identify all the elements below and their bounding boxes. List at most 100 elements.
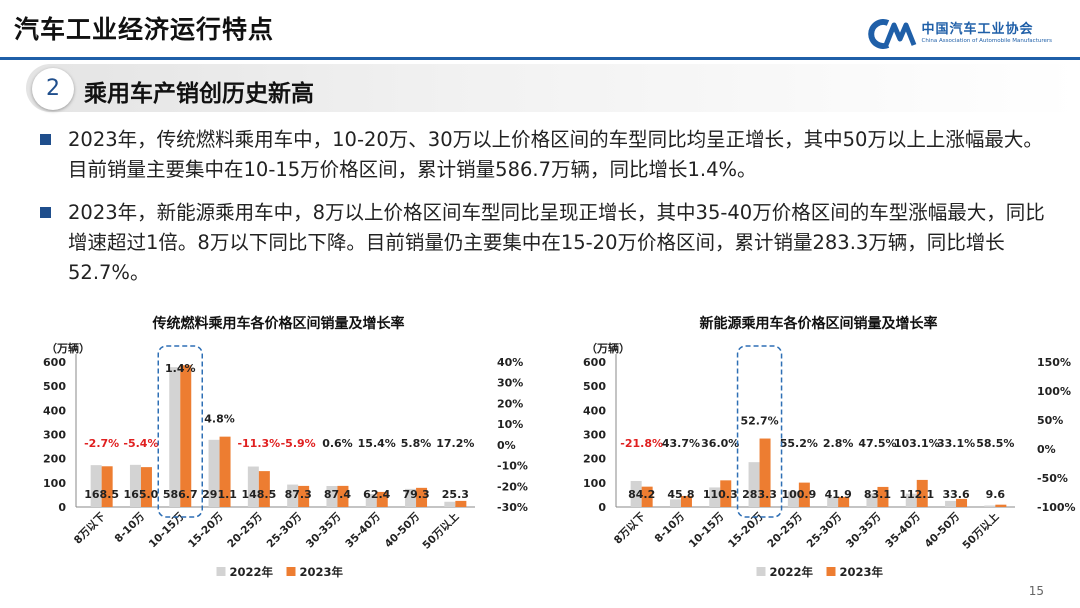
bar-2023 bbox=[101, 466, 113, 507]
bar-2022 bbox=[90, 465, 102, 507]
nev-price-chart-svg: 新能源乘用车各价格区间销量及增长率 （万辆）600 500 400 300 200 100 0… bbox=[583, 315, 1076, 579]
y2-tick-label: 20% bbox=[497, 397, 523, 410]
y-axis-unit: （万辆） bbox=[586, 341, 630, 355]
caam-logo-icon bbox=[867, 19, 916, 49]
legend-swatch-2022 bbox=[216, 567, 226, 576]
bar-2023 bbox=[298, 485, 310, 507]
growth-rate-label: -2.7% bbox=[84, 437, 119, 450]
y-tick-label: 600 bbox=[43, 356, 66, 369]
legend-label-2023: 2023年 bbox=[300, 565, 344, 579]
bar-2022 bbox=[787, 491, 799, 507]
y-tick-label: 500 bbox=[583, 380, 606, 393]
ice-price-chart: 传统燃料乘用车各价格区间销量及增长率 （万辆） 600 500 400 300 200 100… bbox=[20, 310, 540, 590]
bar-2023 bbox=[680, 495, 692, 507]
bar-2022 bbox=[984, 505, 996, 507]
x-tick-label: 8-10万 bbox=[653, 510, 688, 545]
value-label: 165.0 bbox=[124, 488, 159, 501]
bar-2023 bbox=[798, 482, 810, 507]
bullet-square-icon bbox=[40, 207, 51, 218]
nev-price-chart: 新能源乘用车各价格区间销量及增长率 （万辆） 600 500 400 300 200 100 0… bbox=[560, 310, 1080, 590]
x-tick-label: 8万以下 bbox=[72, 510, 108, 546]
value-label: 62.4 bbox=[363, 488, 390, 501]
y-tick-label: 400 bbox=[43, 404, 66, 417]
value-label: 25.3 bbox=[442, 488, 469, 501]
value-label: 168.5 bbox=[84, 488, 119, 501]
chart-title: 传统燃料乘用车各价格区间销量及增长率 bbox=[152, 315, 405, 332]
legend-label-2023: 2023年 bbox=[840, 565, 884, 579]
x-tick-label: 20-25万 bbox=[225, 510, 265, 550]
x-tick-label: 35-40万 bbox=[343, 510, 383, 550]
bar-2022 bbox=[748, 462, 760, 507]
bar-2022 bbox=[129, 464, 141, 507]
bullet-square-icon bbox=[40, 134, 51, 145]
x-tick-label: 50万以上 bbox=[960, 510, 1002, 552]
y-tick-label: 300 bbox=[43, 429, 66, 442]
y2-tick-label: 40% bbox=[497, 356, 523, 369]
growth-rate-label: 55.2% bbox=[780, 437, 818, 450]
bar-2023 bbox=[877, 486, 889, 507]
y2-tick-label: 30% bbox=[497, 377, 523, 390]
growth-rate-label: 17.2% bbox=[436, 437, 474, 450]
x-tick-label: 30-35万 bbox=[844, 510, 884, 550]
legend-swatch-2023 bbox=[826, 567, 836, 576]
legend-label-2022: 2022年 bbox=[230, 565, 274, 579]
x-tick-label: 40-50万 bbox=[923, 510, 963, 550]
header-bar: 汽车工业经济运行特点 中国汽车工业协会 China Association of… bbox=[0, 0, 1080, 56]
x-tick-label: 35-40万 bbox=[883, 510, 923, 550]
growth-rate-label: 36.0% bbox=[701, 437, 739, 450]
growth-rate-label: 33.1% bbox=[937, 437, 975, 450]
bar-2022 bbox=[630, 480, 642, 507]
y2-tick-label: 100% bbox=[1037, 385, 1071, 398]
x-tick-label: 8万以下 bbox=[612, 510, 648, 546]
growth-rate-label: -5.9% bbox=[281, 437, 316, 450]
y-tick-label: 0 bbox=[598, 501, 606, 514]
bar-2022 bbox=[326, 485, 338, 507]
bar-2023 bbox=[759, 438, 771, 507]
bar-2022 bbox=[169, 367, 181, 507]
bar-2022 bbox=[405, 488, 417, 507]
y-tick-label: 300 bbox=[583, 429, 606, 442]
value-label: 110.3 bbox=[703, 488, 738, 501]
value-label: 87.3 bbox=[285, 488, 312, 501]
logo-name-cn: 中国汽车工业协会 bbox=[921, 22, 1034, 38]
y-tick-label: 100 bbox=[583, 477, 606, 490]
bar-2022 bbox=[208, 439, 220, 507]
bullet-item: 2023年，传统燃料乘用车中，10-20万、30万以上价格区间的车型同比均呈正增… bbox=[40, 125, 1050, 185]
bar-2023 bbox=[337, 485, 349, 507]
growth-rate-label: 4.8% bbox=[204, 413, 235, 426]
value-label: 84.2 bbox=[628, 488, 655, 501]
x-tick-label: 25-30万 bbox=[265, 510, 305, 550]
value-label: 79.3 bbox=[402, 488, 429, 501]
x-tick-label: 40-50万 bbox=[383, 510, 423, 550]
bullet-item: 2023年，新能源乘用车中，8万以上价格区间车型同比呈现正增长，其中35-40万… bbox=[40, 198, 1050, 288]
section-banner bbox=[26, 64, 1080, 112]
x-tick-label: 50万以上 bbox=[420, 510, 462, 552]
bar-2022 bbox=[905, 493, 917, 507]
growth-rate-label: -5.4% bbox=[123, 437, 158, 450]
legend-swatch-2023 bbox=[286, 567, 296, 576]
bar-2023 bbox=[416, 487, 428, 507]
bar-2023 bbox=[641, 486, 653, 507]
bar-2022 bbox=[287, 484, 299, 507]
y-axis-unit: （万辆） bbox=[46, 341, 90, 355]
bullet-text: 2023年，新能源乘用车中，8万以上价格区间车型同比呈现正增长，其中35-40万… bbox=[68, 201, 1045, 284]
bar-2023 bbox=[376, 491, 388, 507]
y2-tick-label: -30% bbox=[497, 501, 528, 514]
y-tick-label: 200 bbox=[583, 453, 606, 466]
value-label: 41.9 bbox=[825, 488, 852, 501]
y-tick-label: 200 bbox=[43, 453, 66, 466]
growth-rate-label: 1.4% bbox=[165, 362, 196, 375]
bar-2023 bbox=[140, 467, 152, 507]
ice-price-chart-svg: 传统燃料乘用车各价格区间销量及增长率 （万辆）600 500 400 300 200 100… bbox=[43, 315, 528, 579]
growth-rate-label: 43.7% bbox=[662, 437, 700, 450]
bar-2023 bbox=[838, 496, 850, 507]
bar-2022 bbox=[247, 466, 259, 507]
bar-2022 bbox=[866, 493, 878, 507]
bar-2023 bbox=[916, 479, 928, 507]
bar-2022 bbox=[444, 501, 456, 507]
bar-2023 bbox=[720, 480, 732, 507]
growth-rate-label: -21.8% bbox=[620, 437, 663, 450]
y2-tick-label: 50% bbox=[1037, 414, 1063, 427]
x-tick-label: 10-15万 bbox=[687, 510, 727, 550]
y2-tick-label: 150% bbox=[1037, 356, 1071, 369]
